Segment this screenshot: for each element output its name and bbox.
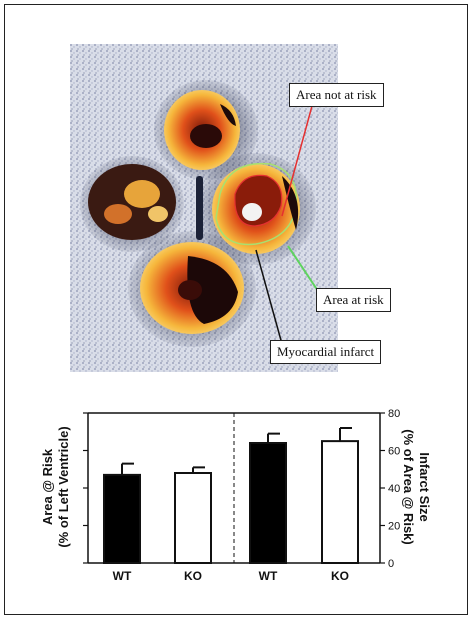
- infarct-arrow: [255, 249, 283, 345]
- left-y-axis-title: Area @ Risk: [40, 448, 55, 525]
- heart-slice-bottom: [140, 242, 244, 334]
- heart-sections-photo: [70, 44, 338, 372]
- right-y-axis-subtitle: (% of Area @ Risk): [401, 429, 416, 545]
- heart-slice-top: [164, 90, 240, 170]
- right-y-axis-title: Infarct Size: [417, 452, 432, 521]
- heart-slice-left: [88, 164, 176, 240]
- left-y-axis-subtitle: (% of Left Ventricle): [56, 426, 71, 547]
- category-label-ko: KO: [184, 569, 202, 583]
- label-area-not-at-risk: Area not at risk: [289, 83, 384, 107]
- at-risk-arrow: [287, 245, 321, 295]
- bar-ko: [321, 440, 359, 564]
- bar-chart: Area @ Risk (% of Left Ventricle) Infarc…: [40, 408, 432, 583]
- bar-wt: [103, 473, 141, 564]
- right-tick-label: 40: [388, 483, 400, 495]
- category-label-wt: WT: [259, 569, 278, 583]
- slide-holder: [196, 176, 203, 240]
- right-tick-label: 0: [388, 558, 394, 570]
- bar-wt: [249, 442, 287, 564]
- bar-ko: [174, 472, 212, 564]
- category-label-wt: WT: [113, 569, 132, 583]
- label-area-at-risk: Area at risk: [316, 288, 391, 312]
- right-tick-label: 20: [388, 521, 400, 533]
- not-at-risk-arrow: [281, 105, 313, 217]
- category-label-ko: KO: [331, 569, 349, 583]
- label-myocardial-infarct: Myocardial infarct: [270, 340, 382, 364]
- right-tick-label: 80: [388, 408, 400, 420]
- figure-frame: [4, 4, 468, 615]
- right-tick-label: 60: [388, 446, 400, 458]
- heart-slice-right: [212, 162, 300, 254]
